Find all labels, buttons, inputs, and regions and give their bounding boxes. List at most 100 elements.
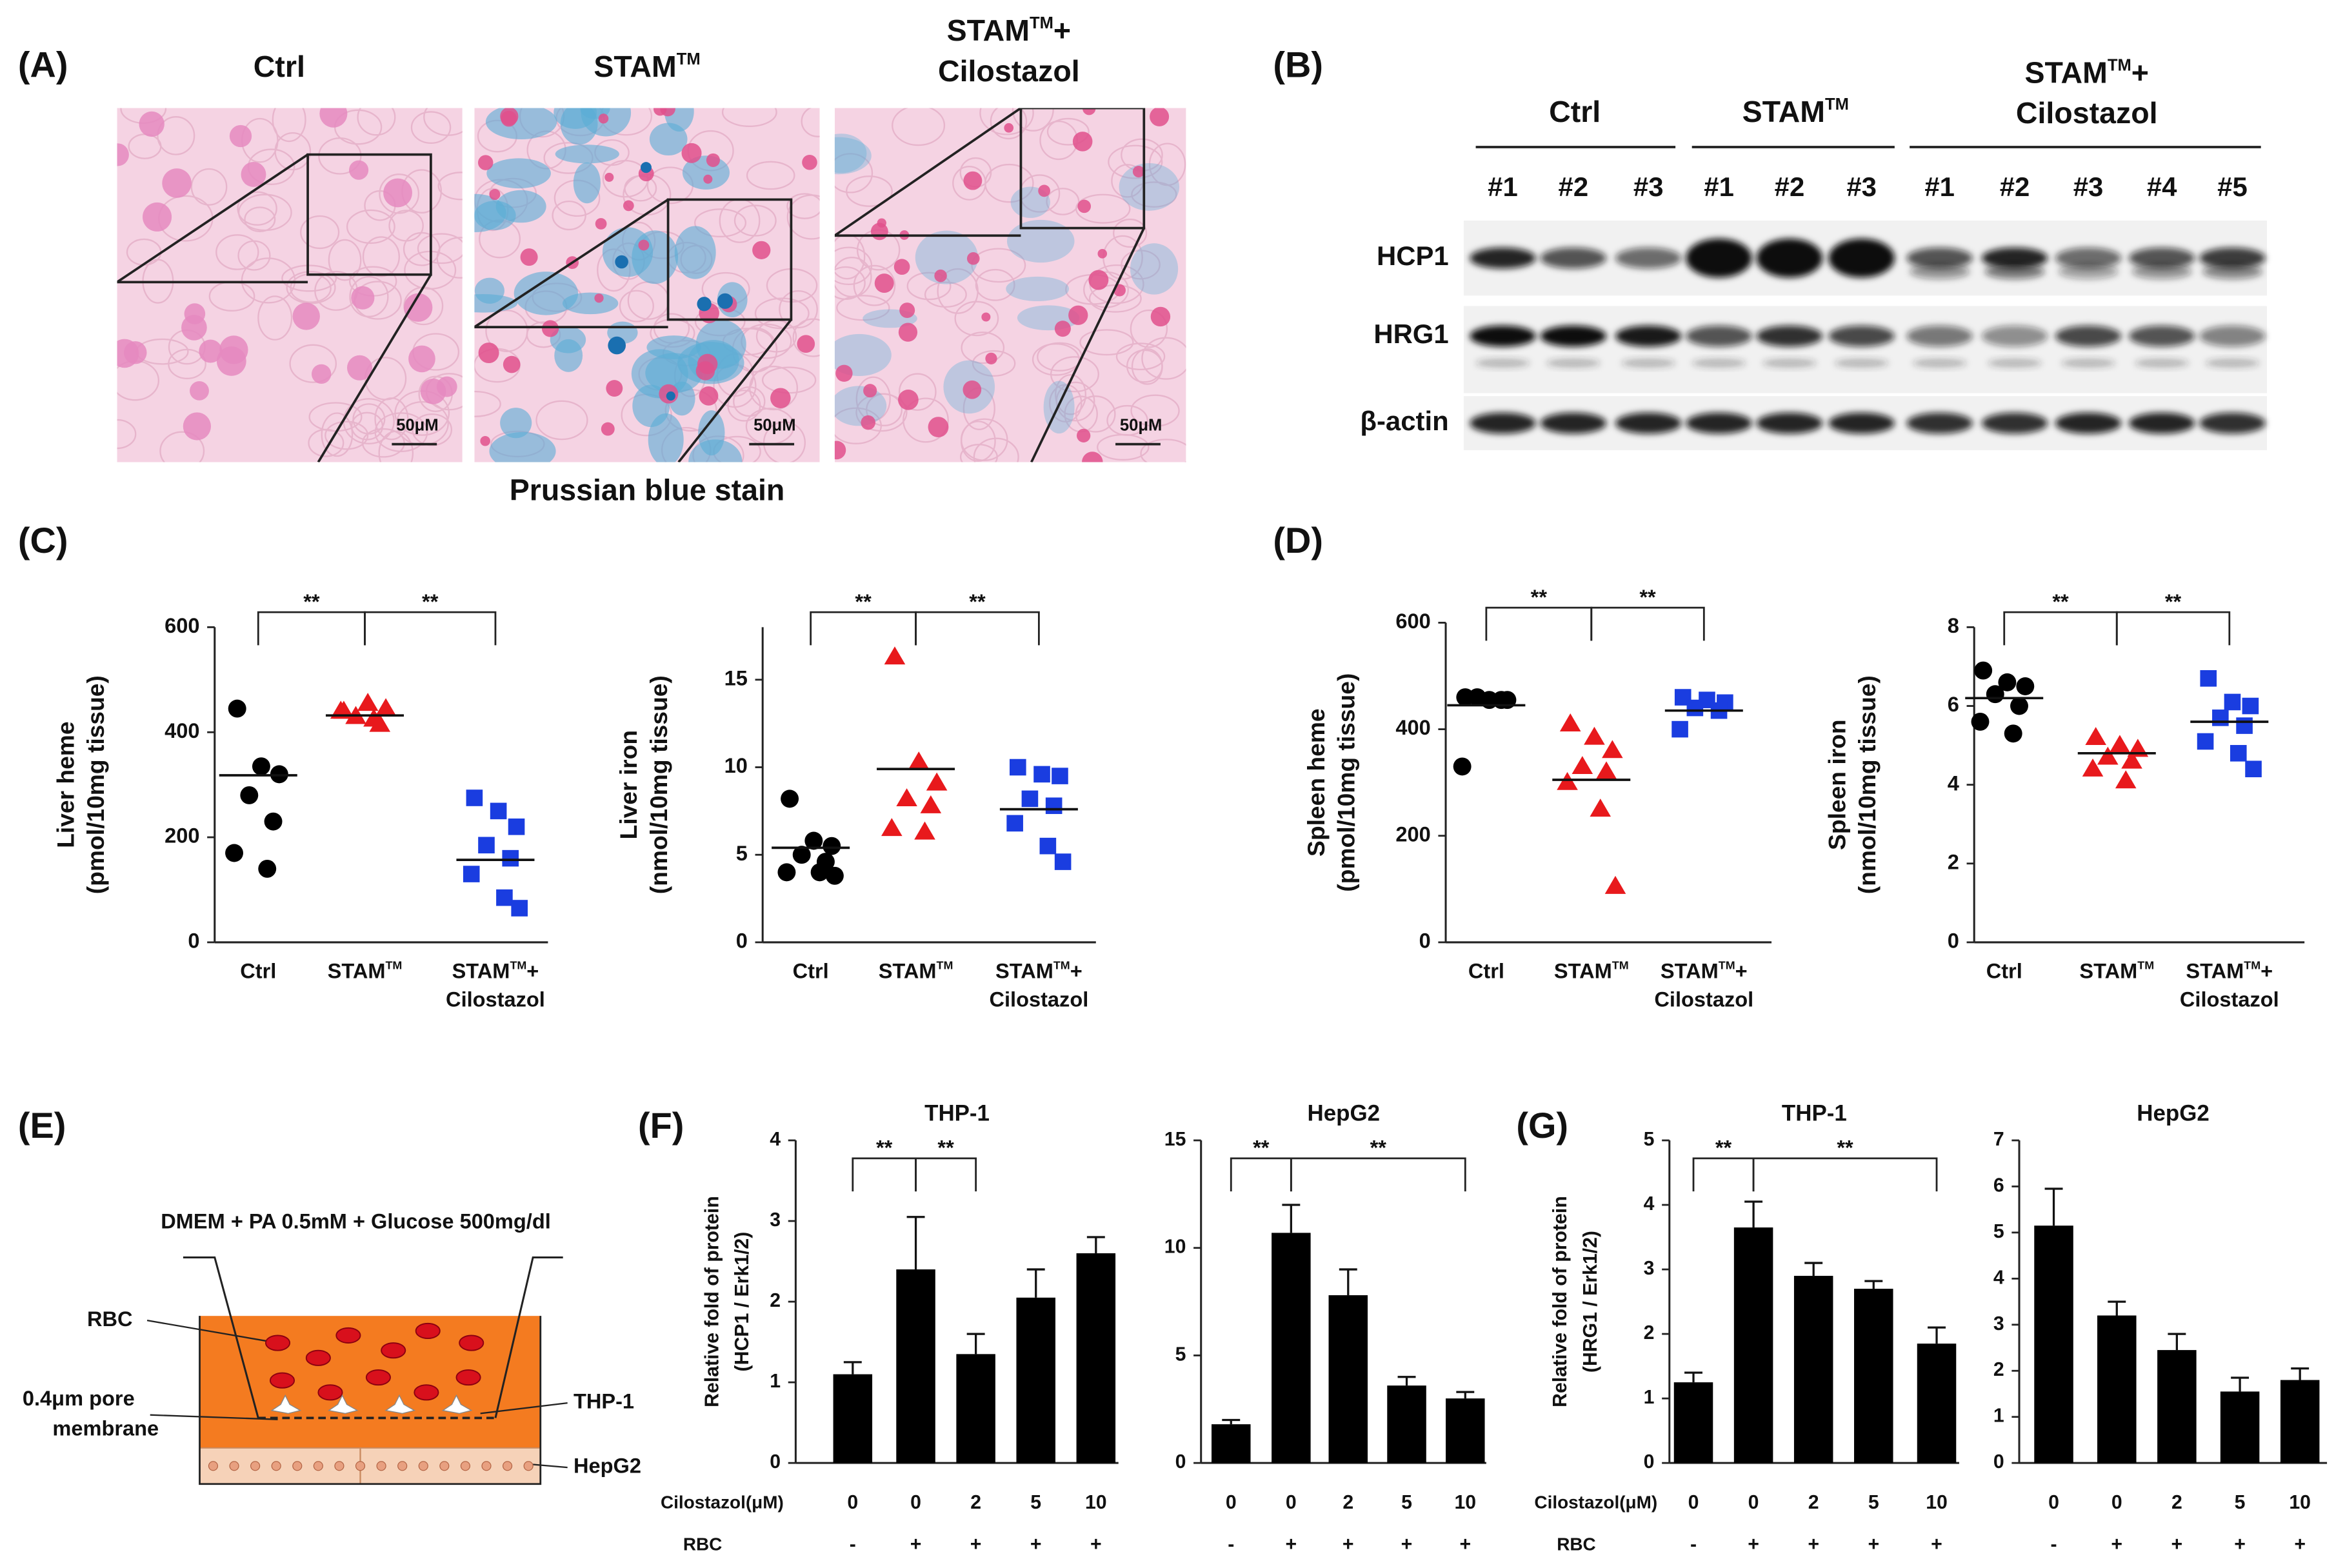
nucleus xyxy=(143,202,172,232)
point xyxy=(1033,766,1050,783)
band xyxy=(1475,358,1530,368)
hepg2-cell xyxy=(418,1461,428,1471)
text-span: Cilostazol xyxy=(989,987,1088,1011)
band xyxy=(1546,358,1601,368)
x-tick-label: 2 xyxy=(2171,1492,2182,1513)
point xyxy=(1998,673,2017,691)
point xyxy=(1052,768,1068,784)
nucleus xyxy=(1068,305,1088,325)
cell xyxy=(535,400,588,441)
row-label: HRG1 xyxy=(1373,319,1448,349)
point xyxy=(1468,688,1486,706)
row-label: Cilostazol(μM) xyxy=(1534,1492,1657,1512)
band xyxy=(1828,412,1895,434)
x-tick-label: 10 xyxy=(1085,1492,1107,1513)
caption: Prussian blue stain xyxy=(510,473,785,506)
y-tick-label: 2 xyxy=(770,1290,781,1311)
nucleus xyxy=(312,364,332,384)
y-tick-label: 2 xyxy=(1644,1322,1655,1344)
y-tick-label: 1 xyxy=(1993,1405,2004,1427)
nucleus xyxy=(1132,166,1144,178)
rbc xyxy=(305,1349,331,1366)
label-text: Cilostazol xyxy=(2016,96,2158,130)
scale-bar-label: 50μM xyxy=(1120,416,1162,434)
nucleus xyxy=(1083,108,1096,115)
point xyxy=(2224,693,2241,711)
text-span: Ctrl xyxy=(254,50,305,83)
panel-label: (B) xyxy=(1273,44,1323,84)
row-label: HCP1 xyxy=(1377,241,1449,271)
cell xyxy=(1113,218,1148,248)
iron-deposit xyxy=(562,292,619,315)
significance-bracket xyxy=(2115,611,2231,646)
cell xyxy=(834,266,866,300)
nucleus xyxy=(1082,452,1103,462)
y-axis-label: Spleen heme xyxy=(1302,708,1330,857)
band xyxy=(2199,412,2266,434)
pointer xyxy=(480,1402,568,1414)
bar xyxy=(1016,1297,1055,1464)
nucleus xyxy=(623,200,634,212)
band xyxy=(1906,325,1973,347)
rbc-sign: + xyxy=(2111,1534,2122,1555)
band xyxy=(1615,247,1682,269)
cell xyxy=(423,108,463,136)
y-axis-label: (pmol/10mg tissue) xyxy=(82,675,109,894)
x-tick-label: 2 xyxy=(1342,1492,1353,1513)
cell xyxy=(300,215,340,250)
nucleus xyxy=(802,154,817,170)
dark-deposit xyxy=(697,297,712,312)
pointer xyxy=(150,1414,278,1420)
y-axis-label: (nmol/10mg tissue) xyxy=(1853,675,1881,894)
text-span: STAM xyxy=(2024,56,2107,90)
iron-deposit xyxy=(485,108,557,140)
band xyxy=(1540,247,1607,269)
text-span: + xyxy=(2131,56,2149,90)
iron-deposit xyxy=(834,386,887,426)
label-text: STAMTM+ xyxy=(1661,958,1748,982)
text-span: + xyxy=(526,959,539,982)
label-text: Ctrl xyxy=(793,959,829,982)
point xyxy=(2197,733,2214,750)
y-axis-label: Relative fold of protein xyxy=(1550,1196,1571,1407)
y-axis-label: Spleen iron xyxy=(1824,719,1851,850)
text-span: Ctrl xyxy=(240,959,276,982)
point xyxy=(2230,745,2247,762)
nucleus xyxy=(863,384,877,398)
iron-deposit xyxy=(698,410,725,456)
nucleus xyxy=(981,312,991,322)
superscript: TM xyxy=(2244,958,2260,971)
label-text: STAMTM xyxy=(1742,95,1849,128)
cell xyxy=(961,332,1005,364)
nucleus xyxy=(1077,199,1091,213)
cell xyxy=(1115,342,1166,371)
y-tick-label: 400 xyxy=(1395,716,1430,739)
cell xyxy=(241,257,296,304)
text-span: STAM xyxy=(947,14,1030,47)
y-tick-label: 4 xyxy=(1993,1267,2004,1288)
nucleus xyxy=(139,111,165,137)
y-tick-label: 0 xyxy=(736,929,748,953)
rbc-sign: + xyxy=(2234,1534,2246,1555)
cell xyxy=(960,421,996,462)
hepg2-cell xyxy=(397,1461,408,1471)
nucleus xyxy=(1150,306,1171,327)
y-axis-label: Liver heme xyxy=(52,721,79,848)
hepg2-cell xyxy=(355,1461,366,1471)
nucleus xyxy=(478,342,499,364)
point xyxy=(2010,697,2028,715)
nucleus xyxy=(985,352,997,364)
nucleus xyxy=(190,381,209,401)
bar xyxy=(1917,1344,1957,1464)
y-axis-label: (HRG1 / Erk1/2) xyxy=(1580,1231,1601,1373)
text-span: Cilostazol xyxy=(1654,987,1753,1011)
cell xyxy=(117,419,137,450)
lane-label: #2 xyxy=(1559,172,1589,202)
nucleus xyxy=(1077,428,1091,442)
significance-bracket xyxy=(1692,1157,1755,1192)
point xyxy=(2200,670,2217,687)
text-span: Ctrl xyxy=(793,959,829,982)
label-text: STAMTM+ xyxy=(2186,958,2273,982)
cell xyxy=(378,430,414,462)
nucleus xyxy=(480,435,490,446)
